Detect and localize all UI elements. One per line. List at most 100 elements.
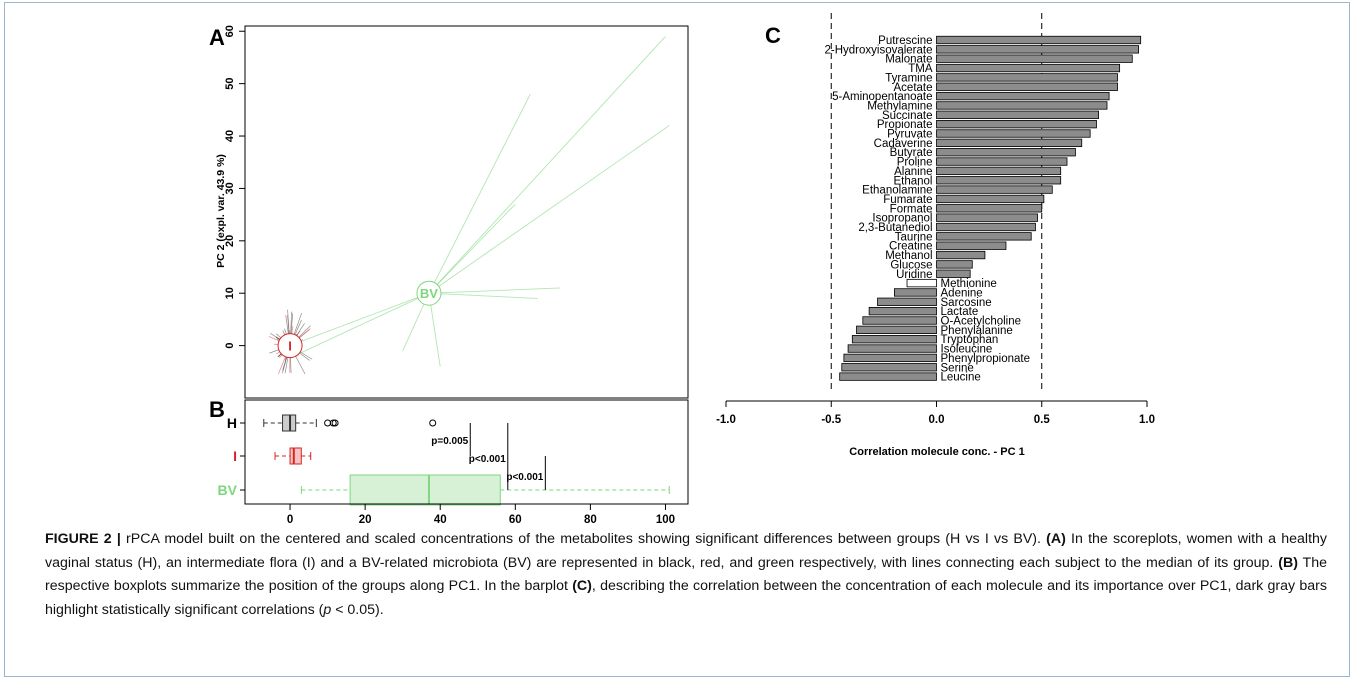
bar-label: Alanine	[894, 166, 932, 178]
bar-label: Cadaverine	[874, 138, 933, 150]
category-label-h: H	[227, 415, 237, 431]
correlation-bar	[936, 166, 1062, 176]
x-tick-label: 0.5	[1034, 414, 1051, 426]
bar-label: Isoleucine	[941, 344, 993, 356]
y-tick-label: 0	[224, 343, 236, 349]
bar-label: Phenylalanine	[941, 325, 1013, 337]
group-center-bv	[416, 280, 442, 306]
x-tick-label: 0.0	[929, 414, 945, 426]
correlation-bar	[936, 101, 1108, 110]
correlation-bar	[936, 73, 1118, 82]
correlation-bar	[936, 213, 1038, 222]
caption-text-4: , describing the correlation between the…	[45, 578, 1328, 618]
bar-label: Phenylpropionate	[941, 353, 1031, 365]
y-tick-label: 20	[224, 235, 236, 247]
group-label-i: I	[288, 339, 292, 354]
bar-label: Lactate	[941, 306, 979, 318]
panel-a-plot-box	[244, 25, 689, 399]
bar-label: Taurine	[895, 231, 933, 243]
panel-a-y-label: PC 2 (expl. var. 43.9 %)	[215, 154, 227, 268]
outlier-point	[429, 419, 437, 427]
score-spoke-bv	[428, 93, 531, 294]
bar-label: TMA	[908, 63, 933, 75]
correlation-bar	[862, 316, 937, 325]
correlation-bar	[936, 194, 1045, 204]
caption-ref-c: (C)	[572, 578, 592, 594]
correlation-bar	[856, 325, 937, 335]
bar-label: Proline	[897, 157, 933, 169]
correlation-bar	[847, 344, 937, 353]
panel-b-x-axis: 0 20 40 60 80 100	[287, 503, 675, 523]
correlation-bar	[843, 353, 937, 363]
correlation-bar	[851, 335, 937, 344]
correlation-bar	[936, 120, 1097, 129]
panel-c-x-label: Correlation molecule conc. - PC 1	[849, 446, 1024, 458]
bar-label: Putrescine	[878, 35, 932, 47]
bar-label: Tryptophan	[941, 334, 999, 346]
x-tick-label: 100	[656, 514, 675, 523]
caption-text-2: In the scoreplots, women with a healthy …	[45, 531, 1328, 571]
figure-2-plots: A 0 10 20 30 40 50 60 PC 2 (expl. var. 43.9 %)…	[209, 13, 1155, 523]
p-value-label: p<0.001	[469, 454, 506, 465]
group-centers: I BV	[277, 280, 442, 359]
group-label-bv: BV	[420, 286, 438, 301]
figure-frame: A 0 10 20 30 40 50 60 PC 2 (expl. var. 43.9 %)…	[4, 2, 1350, 677]
x-tick-label: 80	[584, 514, 597, 523]
caption-lead: FIGURE 2 |	[45, 531, 121, 547]
correlation-bar	[936, 250, 986, 260]
correlation-bar	[868, 306, 937, 316]
bar-label: Acetate	[894, 82, 933, 94]
x-tick-label: 40	[434, 514, 447, 523]
bar-label: Isopropanol	[872, 213, 932, 225]
y-tick-label: 40	[224, 130, 236, 142]
caption-text-1: rPCA model built on the centered and sca…	[120, 531, 1047, 547]
bar-label: 2-Hydroxyisovalerate	[824, 44, 932, 56]
box-bv	[349, 474, 501, 506]
bar-label: O-Acetylcholine	[941, 316, 1022, 328]
bar-label: Uridine	[896, 269, 932, 281]
caption-p: p	[323, 601, 332, 618]
y-tick-label: 50	[224, 78, 236, 90]
score-spoke-bv	[428, 292, 538, 299]
score-spoke-bv	[289, 292, 430, 347]
score-spoke-bv	[428, 287, 561, 294]
correlation-bar	[894, 288, 937, 297]
correlation-bar	[936, 185, 1053, 194]
y-tick-label: 60	[224, 25, 236, 37]
correlation-bar	[936, 82, 1118, 91]
p-value-label: p=0.005	[431, 436, 468, 447]
y-tick-label: 30	[224, 182, 236, 194]
x-tick-label: -1.0	[716, 414, 736, 426]
correlation-bar	[936, 91, 1110, 101]
correlation-bar	[877, 297, 937, 306]
bar-label: Formate	[890, 203, 933, 215]
correlation-bar	[936, 138, 1083, 148]
outlier-point	[329, 419, 337, 427]
bar-label: Ethanol	[893, 175, 932, 187]
panel-label-a: A	[209, 25, 225, 50]
category-label-bv: BV	[218, 482, 238, 498]
correlation-bar	[936, 148, 1076, 157]
bar-label: Sarcosine	[941, 297, 992, 309]
bar-label: Methanol	[885, 250, 932, 262]
outlier-point	[331, 419, 339, 427]
box-i	[289, 447, 302, 465]
correlation-bar	[936, 35, 1142, 45]
correlation-bar	[841, 363, 937, 372]
score-spoke-bv	[428, 125, 670, 294]
panel-c-barplot: C Putrescine2-HydroxyisovalerateMalonate…	[716, 13, 1155, 458]
bar-label: Tyramine	[885, 72, 932, 84]
bar-label: Butyrate	[890, 147, 933, 159]
correlation-bar	[936, 63, 1121, 73]
bar-label: Leucine	[941, 372, 981, 384]
correlation-bar	[936, 232, 1032, 241]
correlation-bars: Putrescine2-HydroxyisovalerateMalonateTM…	[824, 13, 1142, 393]
category-label-i: I	[233, 448, 237, 464]
bar-label: Adenine	[941, 287, 983, 299]
bar-label: Propionate	[877, 119, 933, 131]
correlation-bar	[936, 54, 1133, 63]
correlation-bar	[936, 204, 1043, 213]
y-tick-label: 10	[224, 287, 236, 299]
caption-ref-a: (A)	[1046, 531, 1066, 547]
correlation-bar	[936, 157, 1068, 166]
